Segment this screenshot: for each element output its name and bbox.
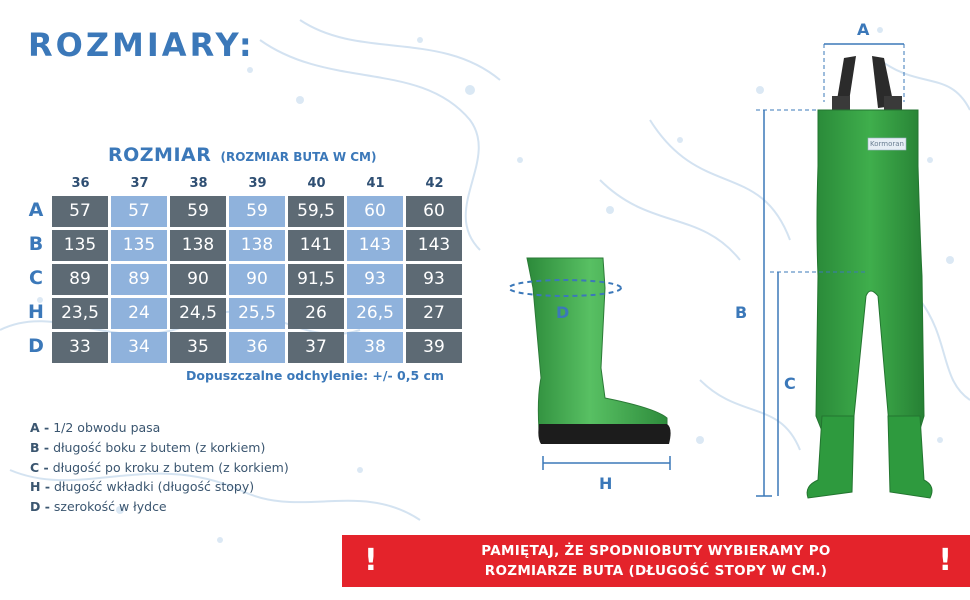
legend-text: długość boku z butem (z korkiem)	[53, 439, 266, 455]
table-cell: 138	[229, 230, 285, 261]
table-cell: 89	[52, 264, 108, 295]
table-heading: ROZMIAR (ROZMIAR BUTA W CM)	[108, 144, 376, 166]
table-cell: 26	[288, 298, 344, 329]
legend-item: D - szerokość w łydce	[30, 497, 289, 517]
table-cell: 57	[52, 196, 108, 227]
legend-text: długość wkładki (długość stopy)	[54, 479, 255, 495]
size-header: 39	[248, 176, 267, 191]
size-header: 40	[307, 176, 326, 191]
table-cell: 60	[347, 196, 403, 227]
table-cell: 24	[111, 298, 167, 329]
legend-key: C -	[30, 459, 49, 475]
legend-text: 1/2 obwodu pasa	[53, 420, 161, 435]
table-cell: 135	[111, 230, 167, 261]
legend-key: A -	[30, 420, 50, 435]
warning-exclamation-right-icon: !	[938, 543, 952, 578]
legend: A - 1/2 obwodu pasa B - długość boku z bu…	[30, 418, 289, 517]
table-cell: 25,5	[229, 298, 285, 329]
boot-label-d: D	[556, 303, 570, 322]
table-cell: 26,5	[347, 298, 403, 329]
row-label: B	[28, 233, 44, 255]
boot-figure	[508, 257, 671, 470]
warning-line-1: PAMIĘTAJ, ŻE SPODNIOBUTY WYBIERAMY PO	[481, 543, 831, 559]
warning-banner: ! PAMIĘTAJ, ŻE SPODNIOBUTY WYBIERAMY PO …	[342, 535, 970, 587]
warning-text: PAMIĘTAJ, ŻE SPODNIOBUTY WYBIERAMY PO RO…	[402, 541, 910, 581]
size-header: 38	[189, 176, 208, 191]
page-title: ROZMIARY:	[28, 26, 255, 64]
row-label: D	[28, 335, 44, 357]
warning-line-2: ROZMIARZE BUTA (DŁUGOŚĆ STOPY W CM.)	[484, 563, 828, 579]
legend-key: B -	[30, 439, 50, 455]
tolerance-note: Dopuszczalne odchylenie: +/- 0,5 cm	[186, 368, 444, 383]
right-boot	[887, 415, 933, 499]
table-cell: 59	[170, 196, 226, 227]
table-cell: 143	[406, 230, 462, 261]
legend-item: A - 1/2 obwodu pasa	[30, 418, 289, 438]
table-cell: 36	[229, 332, 285, 363]
waders-label-c: C	[784, 374, 796, 393]
boot-sole	[538, 424, 671, 444]
waders-body	[815, 109, 925, 437]
size-header: 41	[366, 176, 385, 191]
table-cell: 59,5	[288, 196, 344, 227]
size-header: 37	[130, 176, 149, 191]
brand-tag: Kormoran	[870, 140, 904, 148]
table-cell: 39	[406, 332, 462, 363]
legend-key: H -	[30, 479, 51, 495]
left-boot	[806, 415, 855, 499]
table-cell: 24,5	[170, 298, 226, 329]
legend-item: C - długość po kroku z butem (z korkiem)	[30, 458, 289, 478]
legend-text: długość po kroku z butem (z korkiem)	[52, 459, 289, 475]
waders-label-a: A	[857, 20, 870, 39]
table-cell: 135	[52, 230, 108, 261]
table-cell: 138	[170, 230, 226, 261]
legend-text: szerokość w łydce	[53, 499, 167, 515]
table-cell: 143	[347, 230, 403, 261]
table-cell: 93	[406, 264, 462, 295]
table-cell: 34	[111, 332, 167, 363]
table-cell: 37	[288, 332, 344, 363]
table-cell: 27	[406, 298, 462, 329]
size-header: 36	[71, 176, 90, 191]
table-cell: 60	[406, 196, 462, 227]
table-cell: 90	[229, 264, 285, 295]
row-label: H	[28, 301, 44, 323]
table-cell: 35	[170, 332, 226, 363]
boot-shaft	[526, 257, 668, 431]
waders-label-b: B	[735, 303, 748, 322]
table-cell: 90	[170, 264, 226, 295]
waders-figure	[756, 43, 933, 499]
table-cell: 93	[347, 264, 403, 295]
legend-item: H - długość wkładki (długość stopy)	[30, 477, 289, 497]
size-header: 42	[425, 176, 444, 191]
table-cell: 89	[111, 264, 167, 295]
table-heading-sub: (ROZMIAR BUTA W CM)	[220, 150, 377, 164]
left-strap	[836, 56, 856, 108]
table-cell: 23,5	[52, 298, 108, 329]
table-cell: 141	[288, 230, 344, 261]
row-label: A	[28, 199, 44, 221]
calf-circumference-mark	[508, 279, 622, 297]
table-cell: 59	[229, 196, 285, 227]
table-cell: 33	[52, 332, 108, 363]
warning-exclamation-left-icon: !	[364, 543, 378, 578]
boot-label-h: H	[599, 474, 613, 493]
legend-item: B - długość boku z butem (z korkiem)	[30, 438, 289, 458]
row-label: C	[29, 267, 43, 289]
legend-key: D -	[30, 499, 50, 515]
table-cell: 38	[347, 332, 403, 363]
right-strap	[872, 56, 894, 108]
table-heading-main: ROZMIAR	[108, 144, 212, 166]
table-cell: 91,5	[288, 264, 344, 295]
table-cell: 57	[111, 196, 167, 227]
